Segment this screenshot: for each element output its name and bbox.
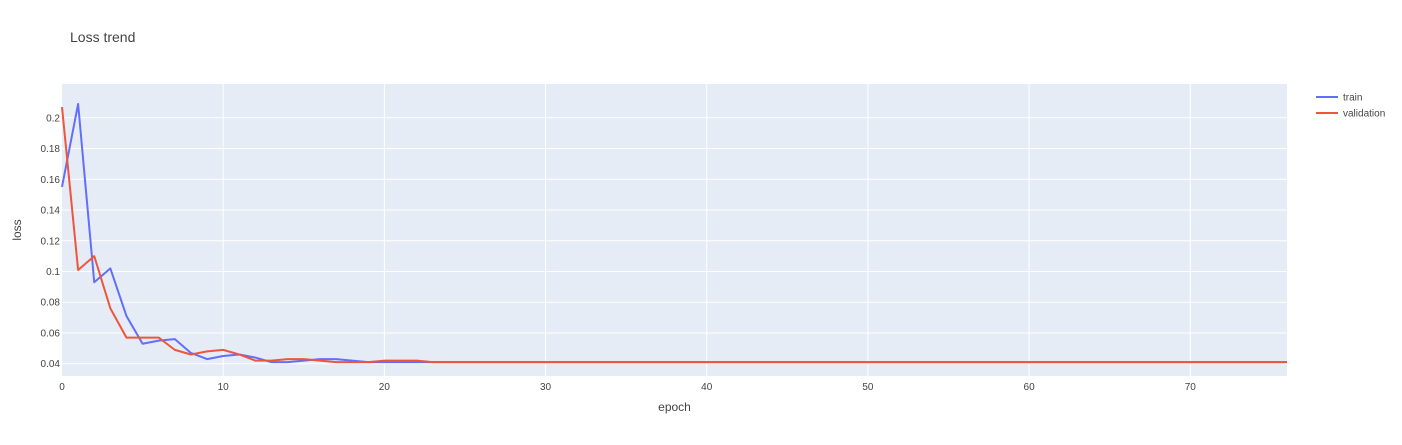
y-tick-label: 0.12 bbox=[41, 236, 61, 247]
y-axis-label: loss bbox=[10, 219, 24, 240]
x-tick-label: 0 bbox=[59, 382, 65, 393]
legend: train validation bbox=[1316, 93, 1385, 120]
grid bbox=[62, 84, 1287, 376]
legend-label: train bbox=[1343, 93, 1362, 104]
y-tick-label: 0.1 bbox=[46, 267, 60, 278]
x-tick-label: 60 bbox=[1024, 382, 1036, 393]
legend-item-validation[interactable]: validation bbox=[1316, 109, 1385, 120]
legend-label: validation bbox=[1343, 109, 1385, 120]
legend-item-train[interactable]: train bbox=[1316, 93, 1362, 104]
x-tick-label: 40 bbox=[701, 382, 713, 393]
y-tick-label: 0.08 bbox=[41, 298, 61, 309]
x-axis-label: epoch bbox=[658, 400, 691, 414]
x-axis-ticks: 0 10 20 30 40 50 60 70 bbox=[59, 382, 1196, 393]
x-tick-label: 30 bbox=[540, 382, 552, 393]
series-line-validation[interactable] bbox=[61, 106, 1287, 364]
x-tick-label: 10 bbox=[218, 382, 230, 393]
y-tick-label: 0.16 bbox=[41, 175, 61, 186]
y-axis-ticks: 0.04 0.06 0.08 0.1 0.12 0.14 0.16 0.18 0.2 bbox=[41, 113, 61, 370]
x-tick-label: 50 bbox=[862, 382, 874, 393]
series-lines bbox=[61, 102, 1287, 364]
y-tick-label: 0.06 bbox=[41, 328, 61, 339]
chart-title: Loss trend bbox=[70, 29, 135, 45]
y-tick-label: 0.14 bbox=[41, 206, 61, 217]
plot-area[interactable] bbox=[62, 84, 1287, 376]
y-tick-label: 0.2 bbox=[46, 113, 60, 124]
x-tick-label: 70 bbox=[1185, 382, 1197, 393]
y-tick-label: 0.18 bbox=[41, 144, 61, 155]
x-tick-label: 20 bbox=[379, 382, 391, 393]
y-tick-label: 0.04 bbox=[41, 359, 61, 370]
